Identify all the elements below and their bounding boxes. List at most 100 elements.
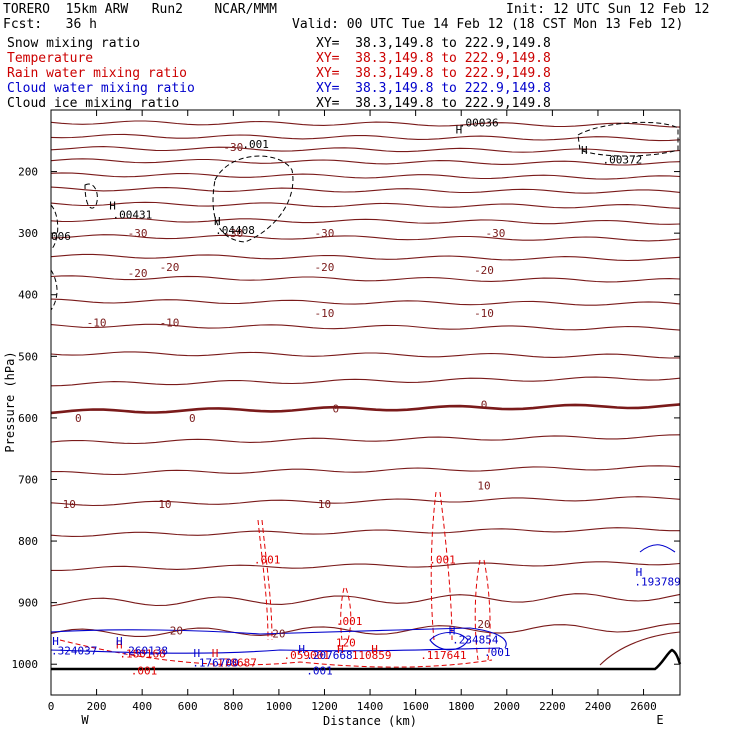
isotherm-line [50,351,681,359]
x-axis-west-marker: W [81,713,89,727]
rain-contour [340,587,352,641]
snow-value-label: .00036 [459,116,499,129]
x-tick-label: 1800 [448,700,475,713]
temperature-label: -20 [128,267,148,280]
rain-high-marker: H [371,643,378,656]
temperature-label: 0 [333,403,340,416]
rain-contour [59,639,493,668]
temperature-label: -10 [87,316,107,329]
legend-temperature-label: Temperature [7,51,94,66]
isotherm-line [50,275,681,283]
snow-contour [50,204,59,251]
isotherm-line [50,622,681,637]
y-tick-label: 400 [18,289,38,302]
rain-high-marker: H [116,639,123,652]
temperature-label: 20 [477,618,490,631]
legend-cloud-ice-xy: XY= 38.3,149.8 to 222.9,149.8 [316,96,551,111]
x-tick-label: 1600 [402,700,429,713]
cloud-water-value-label: .324037 [51,645,97,658]
x-tick-label: 800 [223,700,243,713]
temperature-label: 10 [477,480,490,493]
isotherm-line [50,172,681,180]
cloud-water-contour [50,647,501,654]
temperature-label: 20 [170,624,183,637]
y-tick-label: 500 [18,350,38,363]
isotherm-line [50,376,681,387]
cloud-water-contour [429,631,469,651]
snow-contour [212,155,294,243]
terrain-line [51,648,682,671]
temperature-label: 20 [272,627,285,640]
temperature-label: -30 [485,227,505,240]
y-tick-label: 600 [18,412,38,425]
rain-value-label: .001 [254,554,281,567]
legend-snow-xy: XY= 38.3,149.8 to 222.9,149.8 [316,36,551,51]
contour-label-group: -30 -30 -30 -30 -30 -20 -20 -20 -20 -10 -10 -10 -10 0… [51,116,681,677]
temperature-label: -10 [315,307,335,320]
cloud-water-value-label: .260138 [122,645,168,658]
temperature-label: -10 [474,307,494,320]
snow-high-marker: H [581,144,588,157]
y-tick-label: 1000 [12,658,39,671]
legend-cloud-water-label: Cloud water mixing ratio [7,81,195,96]
cloud-water-high-marker: H [116,635,123,648]
rain-value-label: .059001 [283,649,329,662]
isotherm-line [599,631,681,666]
rain-value-label: .117641 [420,649,466,662]
y-tick-label: 800 [18,535,38,548]
isotherm-line [50,403,681,415]
x-tick-label: 200 [87,700,107,713]
isotherm-line [51,561,681,571]
cloud-water-value-label: .176700 [192,656,238,669]
isotherm-line [50,201,681,209]
snow-value-label: .001 [242,138,269,151]
moisture-group [50,121,682,671]
cloud-water-value-label: .001 [306,664,333,677]
snow-contour [50,269,58,311]
rain-value-label: .001 [429,554,456,567]
rain-value-label: .178687 [211,656,257,669]
temperature-label: -30 [128,227,148,240]
y-tick-label: 200 [18,166,38,179]
snow-value-label: .00372 [603,153,643,166]
x-tick-label: 0 [48,700,55,713]
isotherm-line [50,298,681,306]
temperature-label: -20 [315,261,335,274]
cloud-water-value-label: .207668 [306,649,352,662]
y-tick-label: 900 [18,597,38,610]
temperature-label: 10 [158,498,171,511]
temperature-label: 0 [481,398,488,411]
legend-snow-label: Snow mixing ratio [7,36,141,51]
axes-group: 0 200 400 600 800 1000 1200 1400 1600 1800 2000 220… [3,110,680,728]
x-tick-label: 2200 [539,700,566,713]
isotherm-line [50,146,681,154]
rain-contour [474,559,491,661]
snow-contour [577,121,679,157]
cloud-water-high-marker: H [298,643,305,656]
y-tick-label: 700 [18,473,38,486]
cloud-water-value-label: .193789 [634,576,680,589]
rain-value-label: .180168 [119,648,165,661]
snow-value-label: .04408 [215,224,255,237]
legend-temperature-xy: XY= 38.3,149.8 to 222.9,149.8 [316,51,551,66]
isotherm-line [50,323,681,331]
isotherm-line [50,465,681,476]
isotherm-line [50,158,681,166]
x-tick-label: 2600 [630,700,657,713]
x-axis-east-marker: E [656,713,663,727]
header-valid: Valid: 00 UTC Tue 14 Feb 12 (18 CST Mon … [292,17,684,32]
rain-value-label: .001 [131,664,158,677]
temperature-label: -20 [160,261,180,274]
legend-cloud-ice-label: Cloud ice mixing ratio [7,96,180,111]
isotherm-line [50,496,681,507]
plot-frame [50,109,681,696]
rain-value-label: 120 [336,637,356,650]
isotherm-line [50,593,681,607]
cloud-water-value-label: .001 [484,646,511,659]
x-tick-label: 2400 [585,700,612,713]
x-tick-label: 1400 [357,700,384,713]
rain-contour [430,491,453,641]
temperature-label: -10 [160,316,180,329]
snow-value-label: 006 [51,230,71,243]
rain-high-marker: H [337,643,344,656]
